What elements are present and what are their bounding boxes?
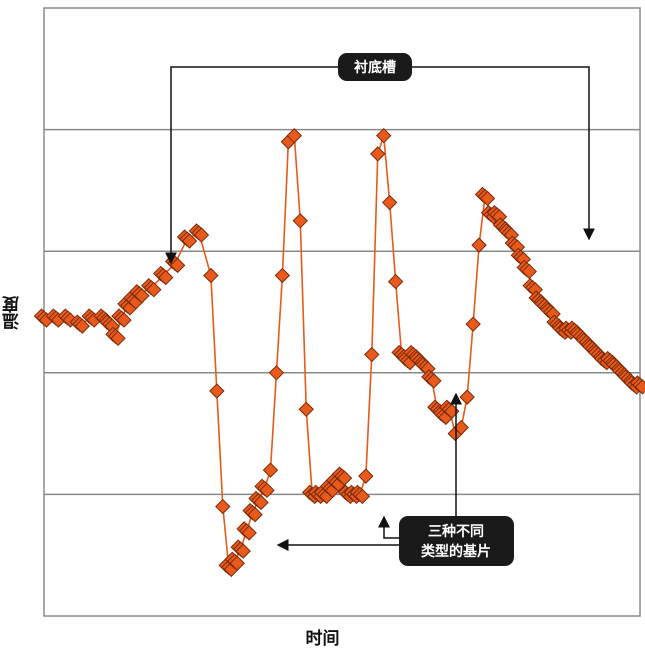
- data-point: [146, 281, 162, 298]
- annotation-arrow-left: [165, 66, 338, 265]
- data-point: [479, 190, 496, 207]
- x-axis-label: 时间: [305, 629, 340, 649]
- data-point: [364, 346, 380, 363]
- data-point: [634, 379, 645, 395]
- data-point: [387, 273, 404, 290]
- data-point: [241, 525, 257, 541]
- data-point: [336, 470, 353, 486]
- data-point: [116, 312, 132, 328]
- data-point: [134, 288, 150, 304]
- data-point: [465, 316, 481, 332]
- data-point: [358, 468, 374, 484]
- data-point: [381, 194, 398, 211]
- data-point: [274, 267, 291, 284]
- annotation-bottom: 三种不同类型的基片: [399, 516, 514, 566]
- data-point: [426, 373, 442, 389]
- annotation-bottom-label: 三种不同类型的基片: [421, 523, 491, 560]
- annotation-top-label: 衬底槽: [354, 59, 396, 76]
- data-point: [262, 462, 279, 478]
- data-point: [110, 330, 126, 347]
- data-point: [229, 555, 245, 571]
- data-point: [181, 233, 198, 249]
- data-point: [521, 263, 537, 280]
- data-point: [74, 318, 90, 334]
- data-point: [459, 389, 475, 405]
- data-point: [247, 506, 263, 523]
- data-point: [370, 146, 386, 162]
- y-axis-label: 温度: [3, 296, 23, 330]
- data-point: [286, 127, 303, 144]
- data-point: [235, 543, 251, 559]
- data-point: [253, 494, 269, 511]
- data-point: [471, 237, 487, 253]
- annotation-arrow-right: [412, 66, 595, 241]
- data-point: [203, 267, 219, 284]
- data-point: [209, 383, 225, 399]
- annotation-top: 衬底槽: [338, 53, 412, 81]
- data-point: [298, 401, 314, 417]
- data-point: [259, 482, 275, 499]
- data-point: [354, 488, 371, 505]
- plot-area: [43, 7, 641, 617]
- data-point: [215, 498, 231, 515]
- annotation-arrow-up-small: [378, 515, 399, 539]
- data-point: [376, 127, 392, 144]
- data-point: [193, 227, 210, 243]
- data-point: [292, 213, 308, 229]
- data-point: [268, 365, 285, 381]
- data-point: [157, 269, 174, 286]
